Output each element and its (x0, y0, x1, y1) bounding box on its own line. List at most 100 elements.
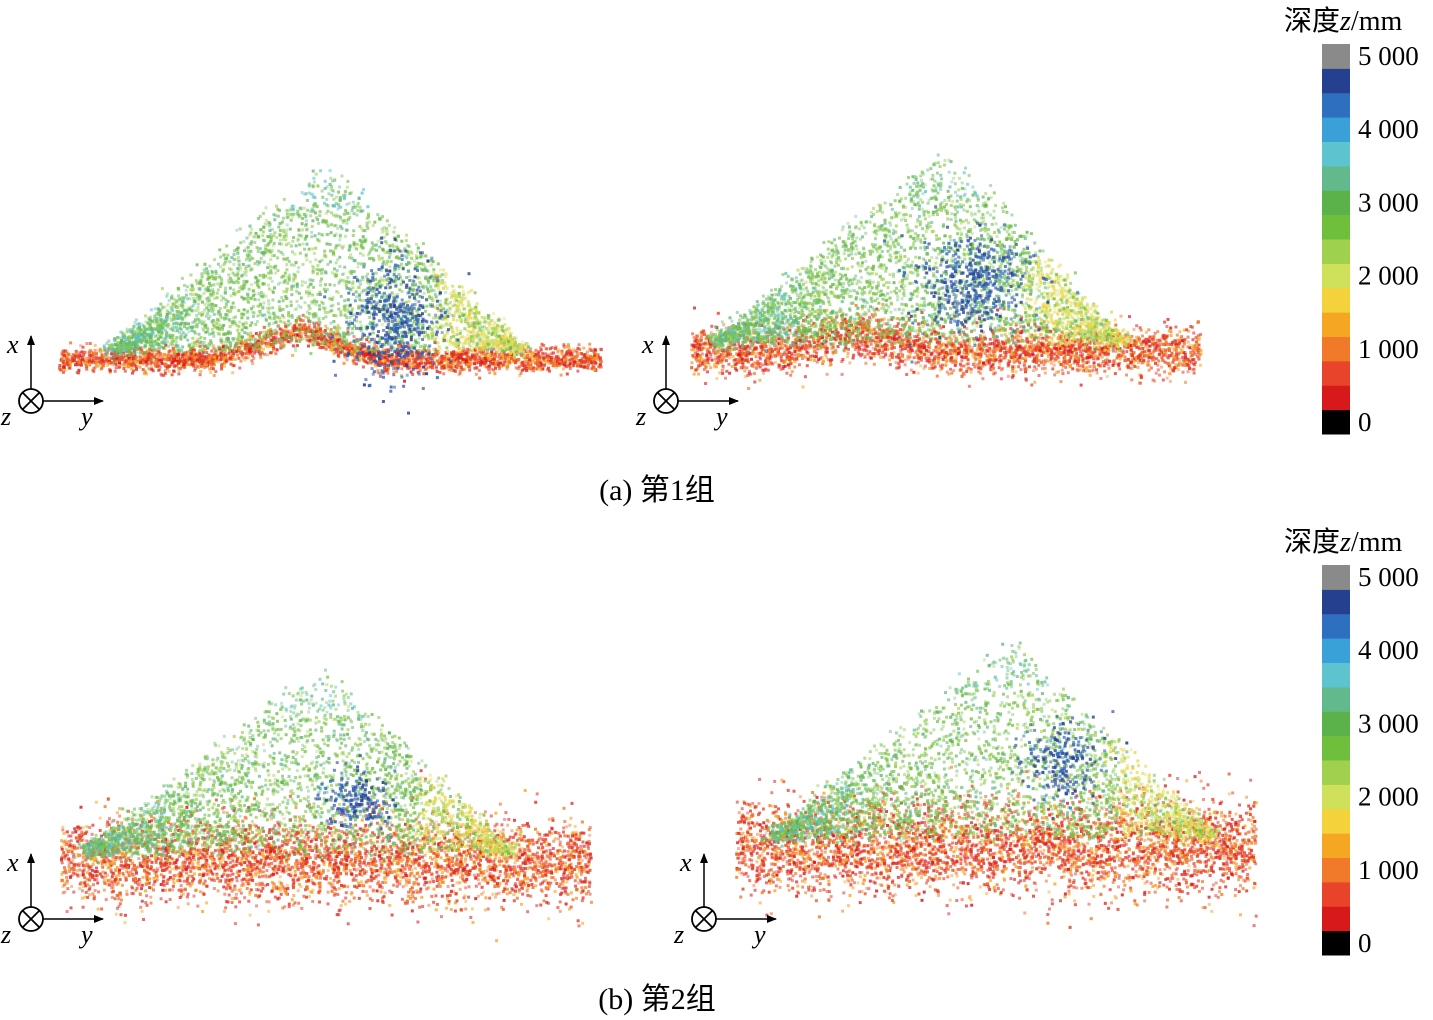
point (369, 340, 373, 344)
point (315, 327, 319, 331)
point (275, 331, 279, 335)
point (266, 243, 270, 246)
point (234, 349, 238, 353)
point (315, 343, 319, 346)
point (245, 347, 249, 351)
point (291, 325, 295, 329)
point (497, 355, 501, 359)
point (276, 324, 280, 328)
point (461, 342, 465, 346)
point (484, 340, 488, 344)
point (457, 350, 461, 354)
point (79, 363, 83, 367)
point (213, 355, 217, 359)
point (308, 307, 312, 311)
point (325, 332, 329, 336)
point (212, 374, 216, 377)
point (414, 298, 418, 302)
point (184, 360, 188, 364)
point (332, 331, 336, 334)
point (383, 229, 386, 233)
point (441, 272, 445, 276)
point (316, 336, 320, 340)
point (307, 184, 311, 188)
point (276, 339, 280, 343)
point (305, 338, 309, 342)
point (385, 219, 389, 223)
point (525, 351, 529, 355)
point (220, 348, 224, 352)
point (72, 359, 76, 363)
point (334, 261, 338, 265)
point (239, 241, 243, 245)
point (284, 290, 288, 294)
point (236, 353, 239, 357)
point (505, 367, 509, 371)
point (132, 349, 136, 353)
point (406, 344, 410, 348)
point (282, 344, 286, 347)
point (440, 367, 444, 370)
point (455, 318, 459, 322)
point (151, 342, 155, 346)
point (248, 258, 252, 262)
point (358, 205, 362, 209)
point (349, 353, 353, 357)
point (188, 357, 192, 361)
point (356, 209, 360, 212)
point (556, 350, 560, 354)
point (218, 285, 222, 289)
point (301, 242, 305, 246)
point (463, 320, 467, 324)
point (307, 329, 311, 333)
point (346, 179, 350, 183)
point (444, 275, 448, 279)
point (66, 357, 70, 361)
point (566, 351, 569, 355)
point (456, 364, 460, 368)
point (363, 359, 367, 363)
point (227, 351, 231, 355)
point (196, 308, 200, 312)
point (318, 214, 322, 217)
point (294, 327, 298, 331)
point (522, 355, 526, 359)
point (301, 228, 304, 232)
point (366, 272, 370, 276)
point (424, 349, 428, 353)
point (323, 179, 327, 183)
point (65, 356, 69, 360)
point (390, 355, 393, 358)
point (196, 358, 200, 362)
point (131, 360, 135, 364)
point (410, 310, 414, 314)
point (363, 299, 366, 302)
point (415, 364, 419, 368)
point (140, 348, 143, 352)
point (465, 360, 469, 364)
point (290, 288, 294, 292)
point (171, 357, 175, 361)
point (138, 355, 142, 359)
point (192, 364, 196, 368)
point (253, 241, 257, 244)
point (427, 355, 431, 359)
point (344, 228, 348, 232)
point (237, 356, 241, 360)
point (434, 366, 438, 370)
point (194, 367, 197, 371)
point (278, 233, 282, 237)
point (266, 235, 270, 238)
point (262, 260, 266, 264)
point (350, 350, 354, 354)
point (396, 364, 400, 368)
point (550, 346, 554, 350)
point (76, 363, 80, 367)
point (165, 366, 169, 370)
point (354, 275, 358, 279)
point (528, 358, 532, 362)
point (130, 355, 133, 359)
point (167, 352, 171, 356)
point (453, 369, 457, 373)
point (239, 345, 242, 349)
